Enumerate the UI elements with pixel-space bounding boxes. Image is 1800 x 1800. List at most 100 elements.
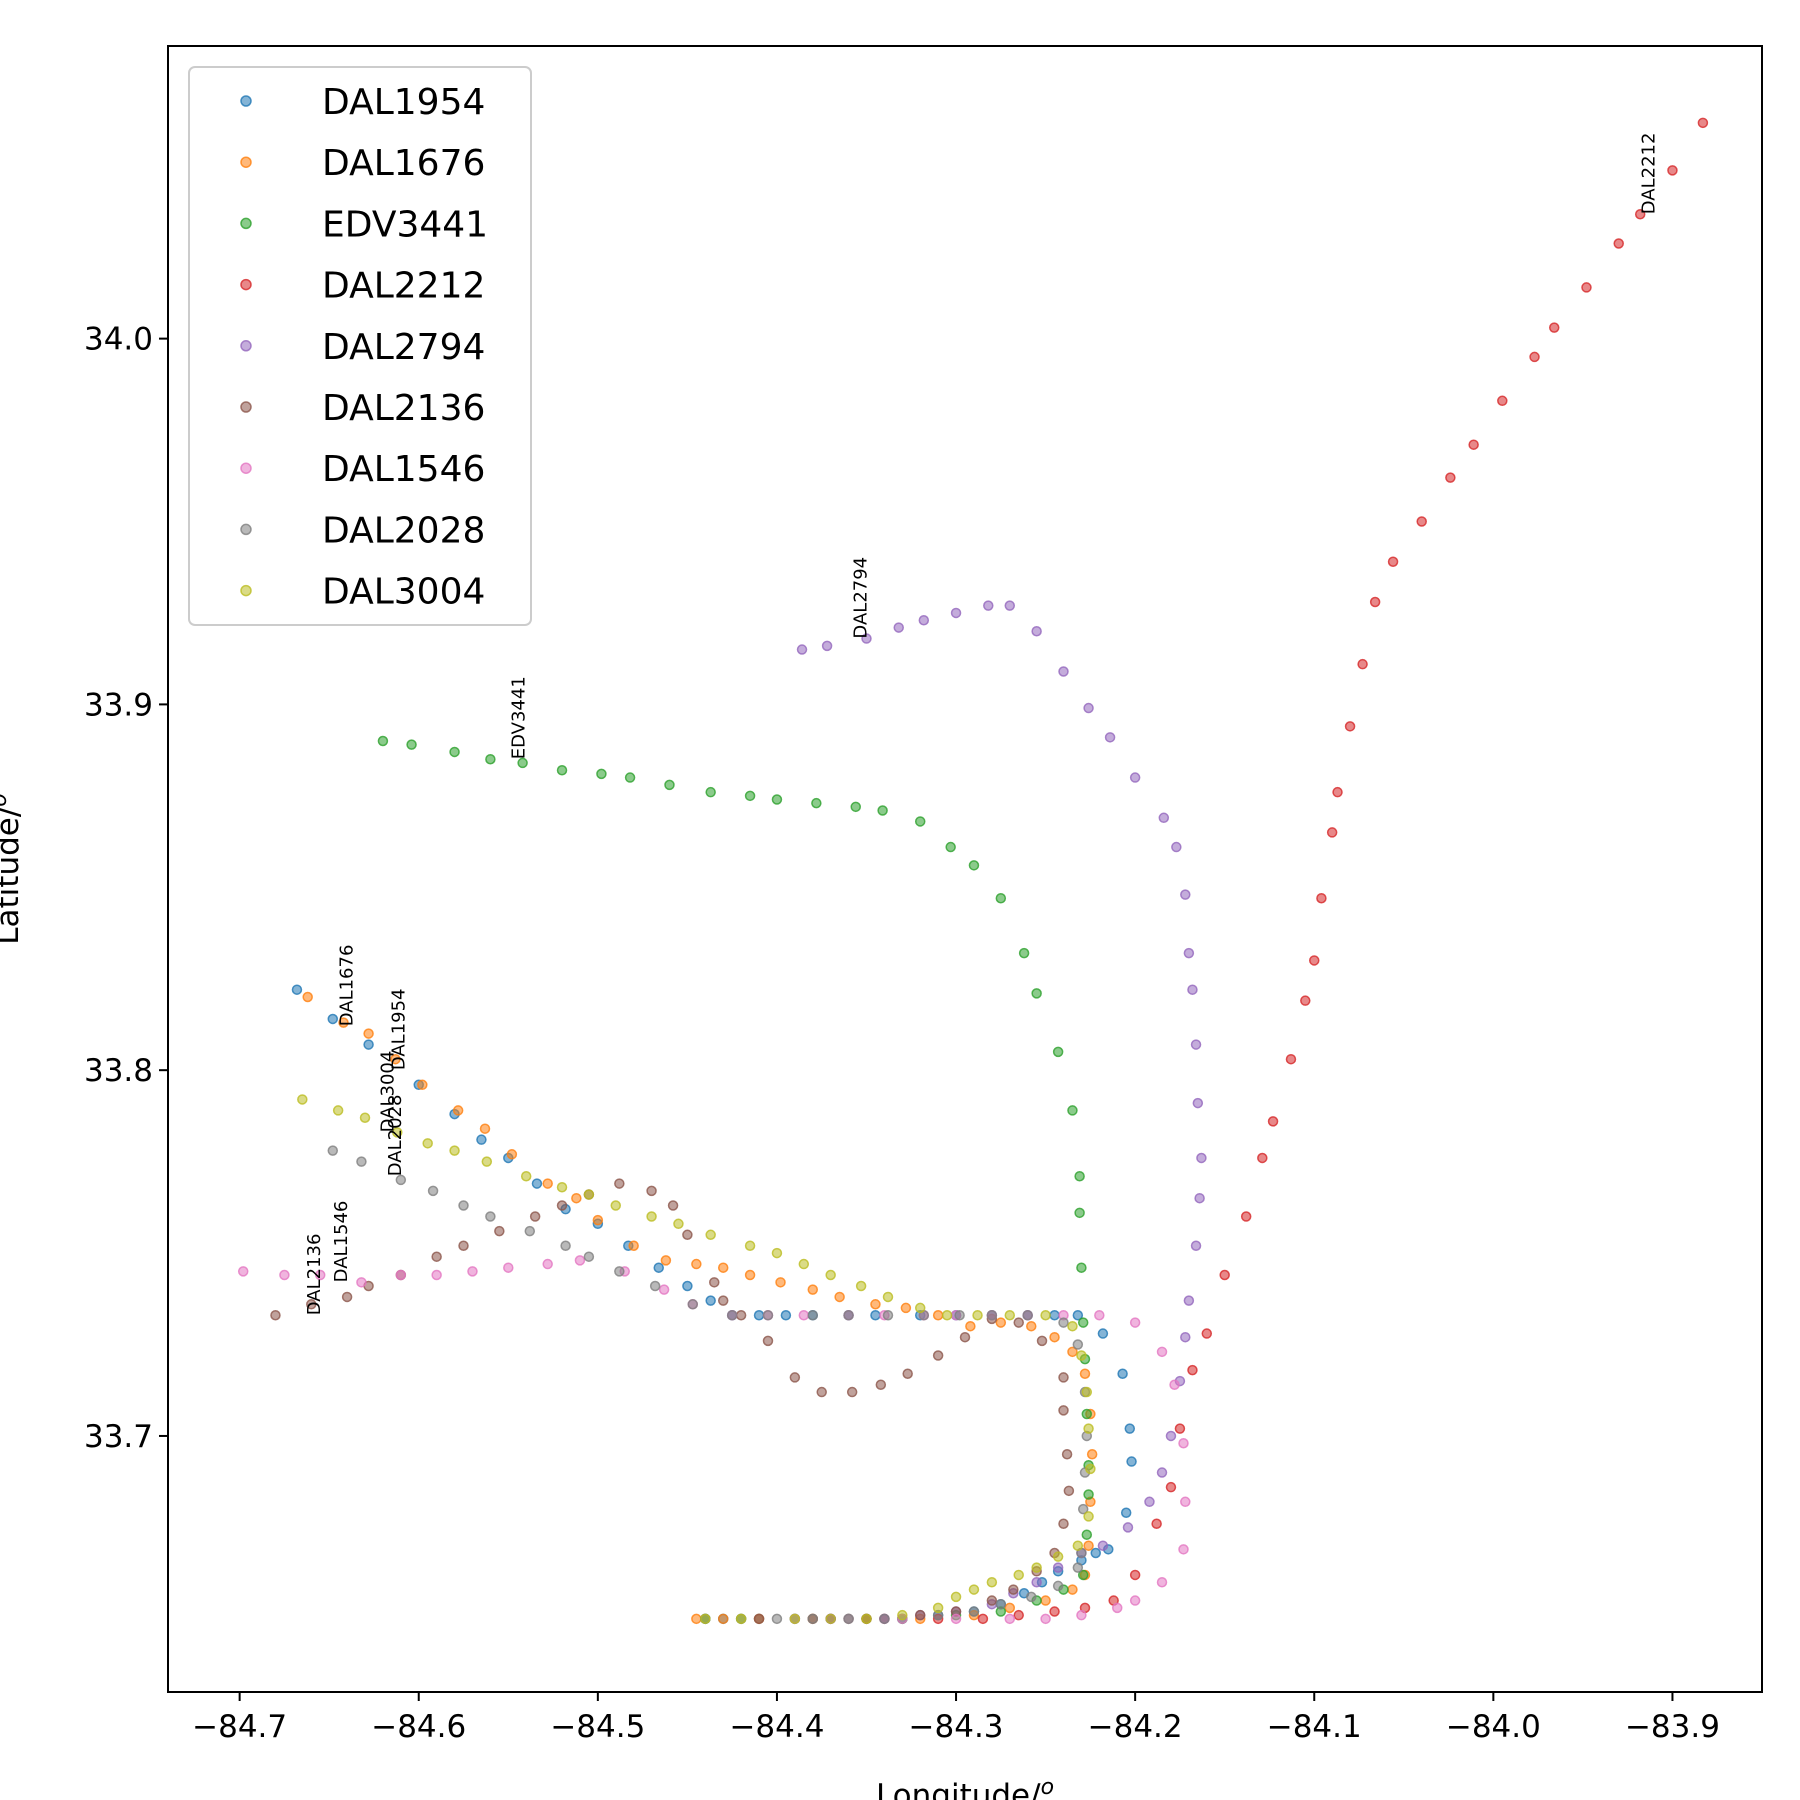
data-point [914, 1609, 926, 1621]
data-point [1697, 117, 1709, 129]
legend-label: DAL2136 [322, 388, 485, 429]
data-point [556, 1181, 568, 1193]
data-point [1079, 1368, 1091, 1380]
x-tick-label: −84.5 [550, 1709, 645, 1745]
data-point [861, 633, 872, 644]
data-point [1081, 1386, 1093, 1398]
data-point [932, 1350, 944, 1361]
data-point [877, 805, 888, 816]
data-point [1445, 472, 1456, 483]
data-point [1081, 1529, 1093, 1540]
x-tick-label: −84.7 [192, 1709, 287, 1745]
data-point [1067, 1105, 1078, 1116]
data-point [1072, 1309, 1084, 1321]
data-point [1077, 1317, 1089, 1328]
data-point [1083, 702, 1094, 714]
y-tick-label: 34.0 [84, 322, 153, 358]
data-point [1026, 1591, 1037, 1603]
data-point [726, 1309, 738, 1321]
legend-label: DAL1954 [322, 82, 485, 123]
data-point [1332, 786, 1343, 798]
data-point [646, 1211, 657, 1222]
data-point [1357, 658, 1368, 670]
data-point [1219, 1269, 1230, 1281]
data-point [789, 1613, 801, 1625]
data-point [705, 1295, 716, 1306]
legend-marker [240, 217, 252, 230]
data-point [959, 1331, 971, 1343]
data-point [932, 1602, 944, 1614]
data-point [843, 1309, 854, 1321]
data-point [771, 794, 783, 805]
y-tick-label: 33.8 [84, 1053, 153, 1089]
series-dal2794 [796, 600, 1207, 1625]
data-point [753, 1309, 765, 1321]
data-point [1190, 1039, 1202, 1050]
data-point [1581, 282, 1592, 293]
data-point [302, 991, 313, 1003]
data-point [950, 1591, 962, 1603]
data-point [1058, 1518, 1069, 1529]
data-point [950, 1613, 962, 1625]
data-point [531, 1178, 543, 1189]
data-point [918, 615, 930, 626]
data-point [717, 1295, 729, 1306]
data-point [1201, 1328, 1213, 1339]
data-point [667, 1200, 679, 1211]
data-point [517, 757, 528, 769]
data-point [658, 1284, 670, 1295]
legend-label: EDV3441 [322, 204, 488, 245]
data-point [452, 1105, 464, 1116]
data-point [359, 1112, 371, 1123]
data-point [1129, 772, 1141, 783]
data-point [882, 1309, 894, 1321]
data-point [1178, 1438, 1189, 1449]
data-point [592, 1214, 604, 1226]
data-point [1267, 1116, 1279, 1127]
data-point [1004, 1613, 1016, 1625]
data-point [897, 1609, 908, 1621]
data-point [1013, 1317, 1024, 1328]
data-point [449, 1145, 460, 1156]
data-point [649, 1280, 661, 1292]
data-point [664, 779, 675, 791]
data-point [1129, 1569, 1141, 1581]
data-point [1022, 1309, 1033, 1321]
data-point [950, 607, 962, 619]
data-point [744, 1269, 756, 1281]
data-point [506, 1149, 518, 1160]
data-point [914, 1302, 926, 1314]
data-point [1004, 1602, 1016, 1614]
data-point [1077, 1503, 1089, 1515]
data-point [1013, 1569, 1024, 1581]
data-point [314, 1269, 326, 1281]
data-point [932, 1309, 944, 1321]
data-point [1083, 1423, 1094, 1434]
data-point [1052, 1580, 1064, 1592]
data-point [1196, 1152, 1207, 1164]
data-point [1634, 209, 1646, 220]
data-point [449, 746, 460, 758]
data-point [1026, 1320, 1037, 1332]
data-point [1285, 1053, 1297, 1065]
data-point [735, 1613, 747, 1625]
data-point [1326, 827, 1338, 838]
data-point [1183, 947, 1195, 959]
data-point [1124, 1423, 1136, 1434]
data-point [1008, 1584, 1019, 1595]
data-point [1416, 516, 1427, 527]
data-point [1151, 1518, 1162, 1529]
data-point [893, 622, 904, 633]
data-point [700, 1613, 711, 1625]
x-tick-label: −84.1 [1267, 1709, 1362, 1745]
data-point [972, 1309, 983, 1321]
data-point [855, 1280, 867, 1292]
data-point [1369, 596, 1381, 608]
data-point [1316, 893, 1327, 904]
data-point [1052, 1551, 1064, 1562]
data-point [529, 1211, 541, 1222]
data-point [744, 1240, 756, 1252]
data-point [1072, 1540, 1084, 1551]
data-point [406, 739, 417, 750]
data-point [691, 1258, 702, 1270]
